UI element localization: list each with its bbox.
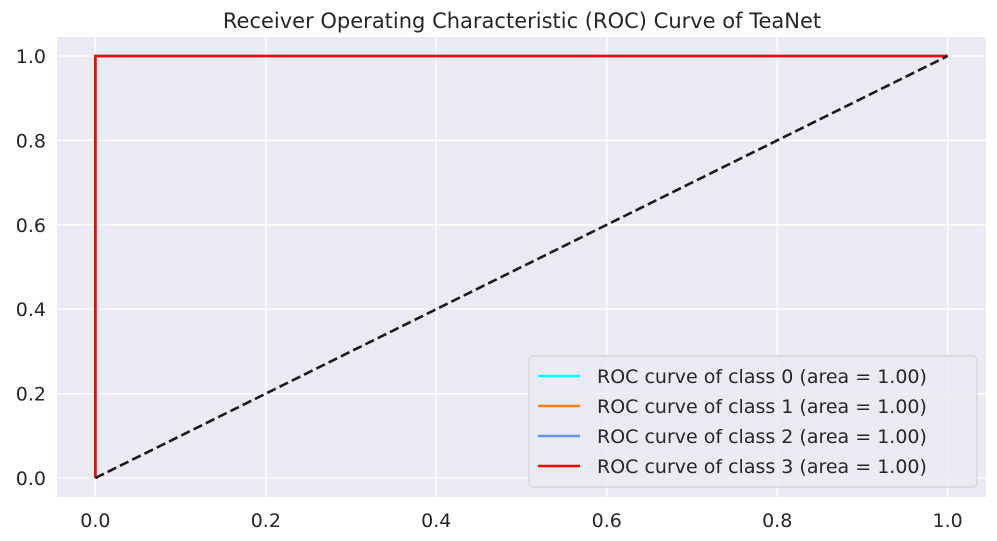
y-tick-label: 0.0 (16, 468, 46, 490)
y-tick-label: 0.8 (16, 130, 46, 152)
roc-class-3-line (94, 54, 948, 479)
legend-label: ROC curve of class 1 (area = 1.00) (597, 396, 927, 418)
legend-label: ROC curve of class 3 (area = 1.00) (597, 456, 927, 478)
y-axis-ticks: 0.0 0.2 0.4 0.6 0.8 1.0 (16, 46, 46, 490)
legend-label: ROC curve of class 0 (area = 1.00) (597, 366, 927, 388)
y-tick-label: 0.6 (16, 215, 46, 237)
chart-title: Receiver Operating Characteristic (ROC) … (223, 9, 821, 33)
legend-label: ROC curve of class 2 (area = 1.00) (597, 426, 927, 448)
x-tick-label: 0.2 (251, 510, 281, 532)
x-tick-label: 0.6 (592, 510, 622, 532)
y-tick-label: 1.0 (16, 46, 46, 68)
y-tick-label: 0.4 (16, 299, 46, 321)
series-lines (94, 54, 949, 480)
chance-reference-line (94, 54, 949, 480)
x-tick-label: 1.0 (933, 510, 963, 532)
x-axis-ticks: 0.0 0.2 0.4 0.6 0.8 1.0 (80, 510, 963, 532)
y-tick-label: 0.2 (16, 384, 46, 406)
legend-box (528, 355, 978, 488)
x-tick-label: 0.4 (421, 510, 451, 532)
x-tick-label: 0.8 (762, 510, 792, 532)
x-tick-label: 0.0 (80, 510, 110, 532)
legend: ROC curve of class 0 (area = 1.00) ROC cu… (528, 355, 978, 488)
